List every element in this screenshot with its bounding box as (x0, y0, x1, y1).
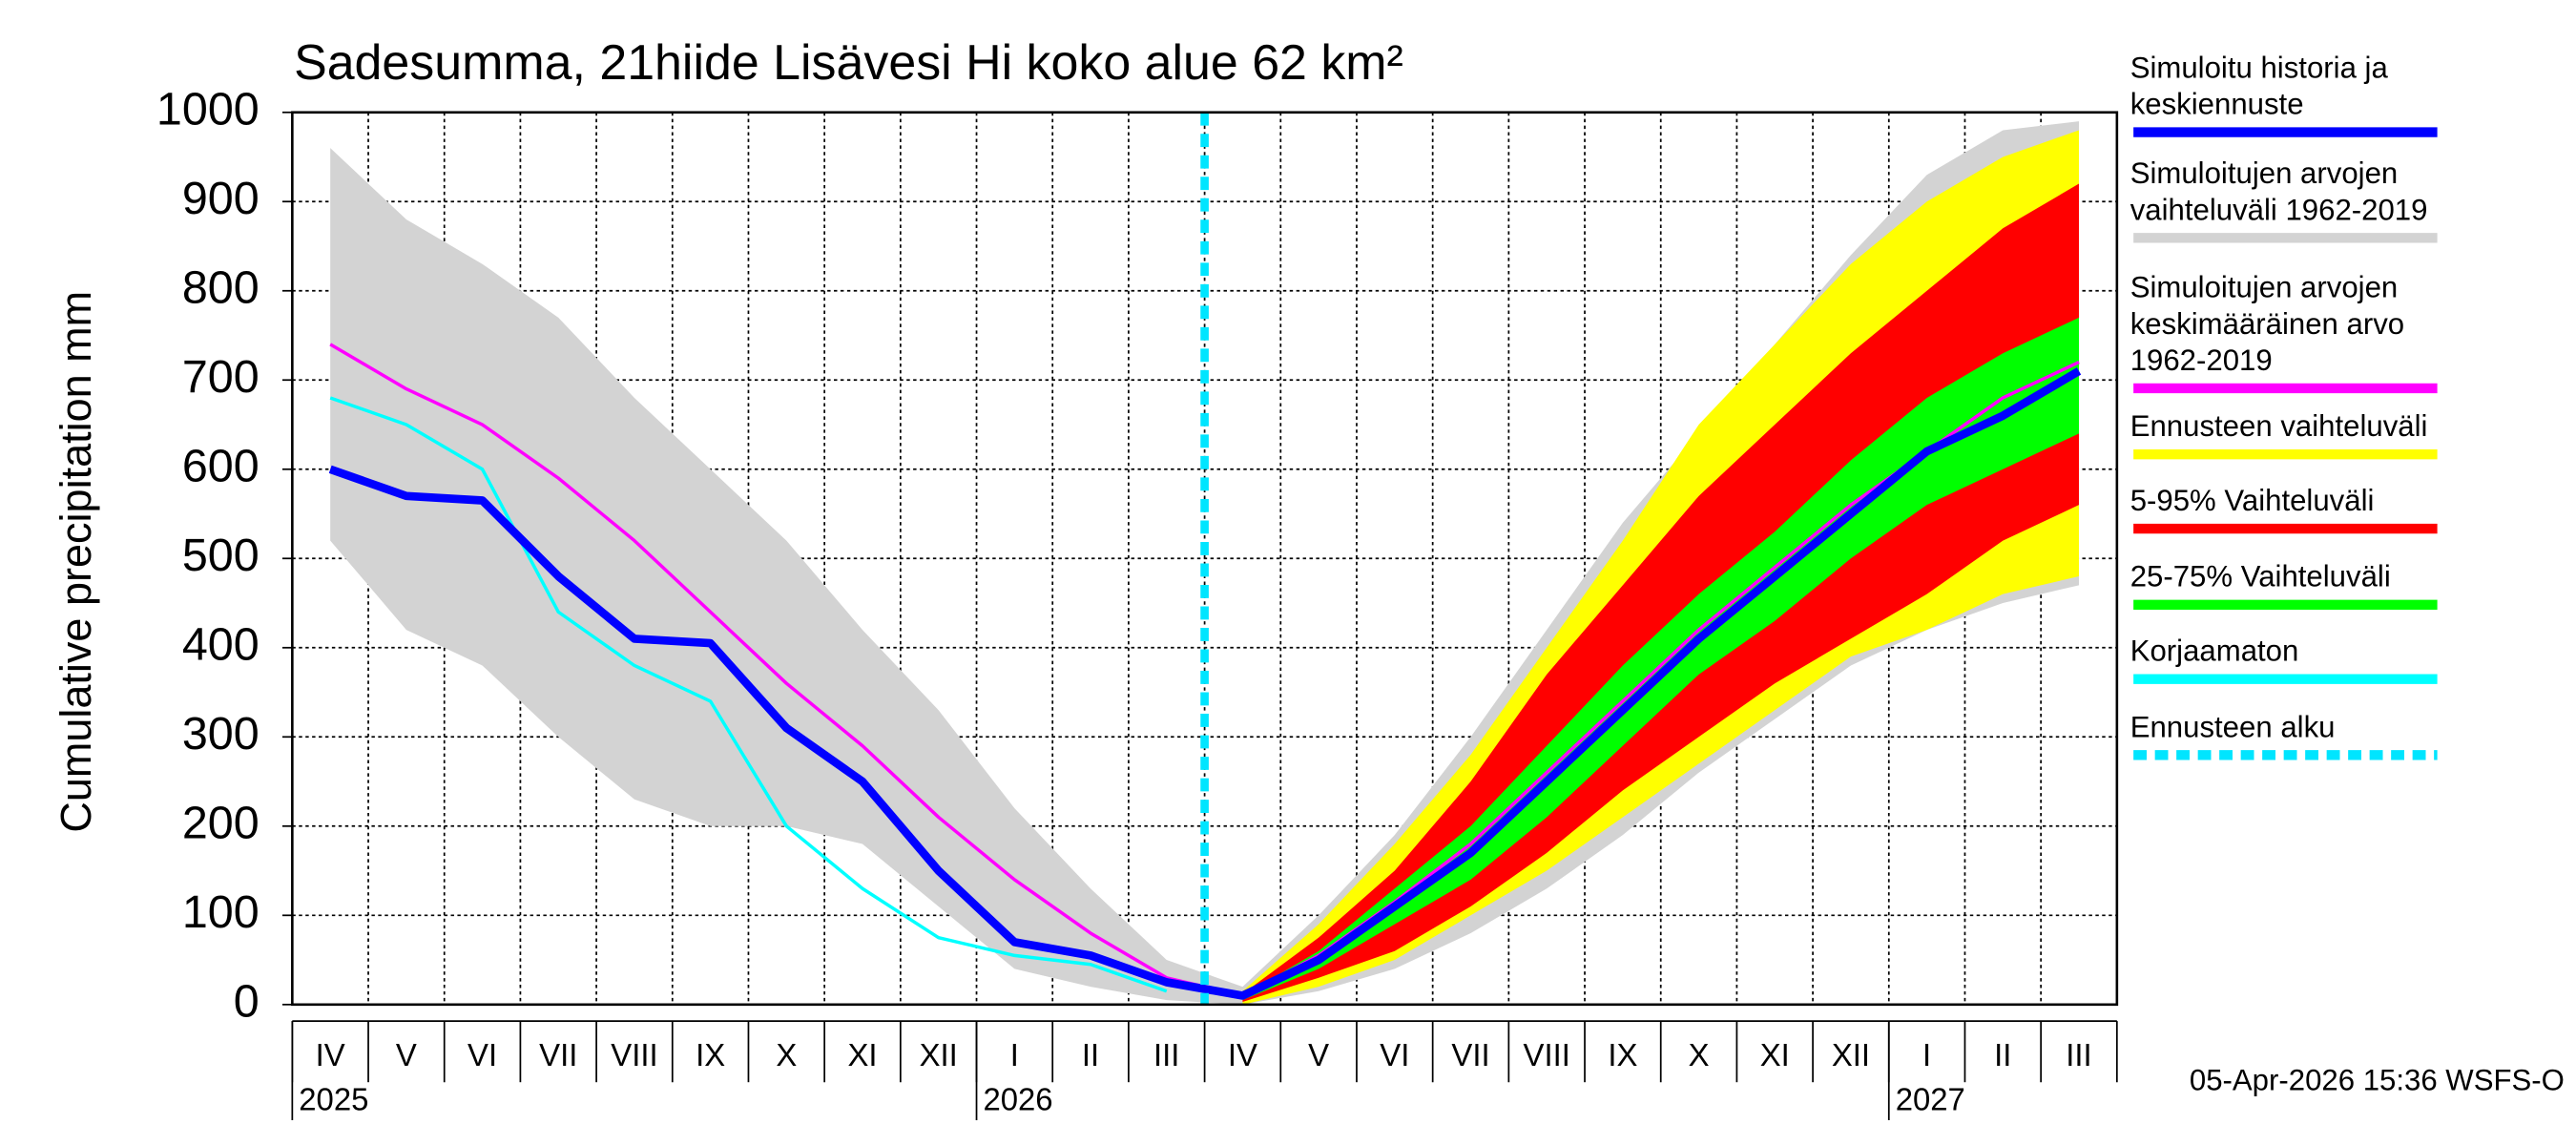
x-tick-label: XII (1832, 1037, 1870, 1072)
x-tick-label: VII (1451, 1037, 1489, 1072)
x-tick-label: X (1689, 1037, 1710, 1072)
y-tick-label: 800 (182, 262, 260, 314)
series-line (328, 367, 2082, 1000)
legend-entry: Simuloitujen arvojen keskimääräinen arvo… (2129, 270, 2405, 377)
x-tick-label: VIII (611, 1037, 657, 1072)
x-tick-label: VI (467, 1037, 497, 1072)
x-tick-label: II (1994, 1037, 2011, 1072)
range-band (1242, 183, 2080, 1003)
legend-label: Korjaamaton (2129, 634, 2299, 668)
y-tick-label: 100 (182, 886, 260, 938)
legend-label: 5-95% Vaihteluväli (2129, 484, 2375, 517)
x-tick-label: I (1010, 1037, 1019, 1072)
y-tick-label: 0 (234, 976, 260, 1028)
x-tick-label: VII (539, 1037, 577, 1072)
legend-entry: 5-95% Vaihteluväli (2129, 484, 2375, 517)
y-tick-label: 1000 (156, 84, 260, 135)
y-tick-label: 400 (182, 619, 260, 671)
legend-entry: Ennusteen alku (2129, 710, 2336, 744)
legend-entry: Simuloitu historia ja keskiennuste (2129, 51, 2388, 121)
x-tick-label: VI (1380, 1037, 1409, 1072)
legend-label: Simuloitu historia ja keskiennuste (2129, 51, 2388, 121)
range-band (1242, 317, 2080, 1001)
y-tick-label: 900 (182, 173, 260, 224)
chart-title: Sadesumma, 21hiide Lisävesi Hi koko alue… (294, 35, 1403, 91)
legend-label: Ennusteen alku (2129, 710, 2336, 744)
legend-label: 25-75% Vaihteluväli (2129, 560, 2391, 593)
y-tick-label: 500 (182, 530, 260, 581)
legend-entry: Ennusteen vaihteluväli (2129, 409, 2428, 444)
year-label: 2027 (1896, 1082, 1965, 1117)
x-tick-label: VIII (1524, 1037, 1570, 1072)
y-tick-label: 200 (182, 798, 260, 849)
x-tick-label: XI (1760, 1037, 1790, 1072)
x-tick-label: IX (1608, 1037, 1637, 1072)
x-tick-label: V (1308, 1037, 1329, 1072)
y-tick-label: 700 (182, 351, 260, 403)
legend-entry: 25-75% Vaihteluväli (2129, 560, 2391, 593)
legend-entry: Korjaamaton (2129, 634, 2299, 668)
y-axis-label: Cumulative precipitation mm (52, 291, 100, 833)
x-tick-label: II (1082, 1037, 1099, 1072)
year-label: 2026 (983, 1082, 1052, 1117)
x-tick-label: III (1153, 1037, 1179, 1072)
x-tick-label: X (776, 1037, 797, 1072)
legend-label: Simuloitujen arvojen keskimääräinen arvo… (2129, 270, 2405, 377)
x-tick-label: XI (847, 1037, 877, 1072)
series-line (329, 396, 1168, 993)
footer: 05-Apr-2026 15:36 WSFS-O (2190, 1063, 2565, 1096)
y-tick-label: 300 (182, 708, 260, 760)
year-label: 2025 (299, 1082, 368, 1117)
legend-label: Ennusteen vaihteluväli (2129, 409, 2428, 444)
legend-label: Simuloitujen arvojen vaihteluväli 1962-2… (2129, 156, 2428, 227)
x-tick-label: V (396, 1037, 417, 1072)
x-tick-label: IV (1228, 1037, 1257, 1072)
x-tick-label: I (1922, 1037, 1931, 1072)
plot-frame (291, 111, 2119, 1007)
x-tick-label: IV (316, 1037, 345, 1072)
y-tick-label: 600 (182, 441, 260, 492)
x-tick-label: XII (920, 1037, 958, 1072)
x-tick-label: III (2066, 1037, 2091, 1072)
legend-entry: Simuloitujen arvojen vaihteluväli 1962-2… (2129, 156, 2428, 227)
x-tick-label: IX (696, 1037, 725, 1072)
